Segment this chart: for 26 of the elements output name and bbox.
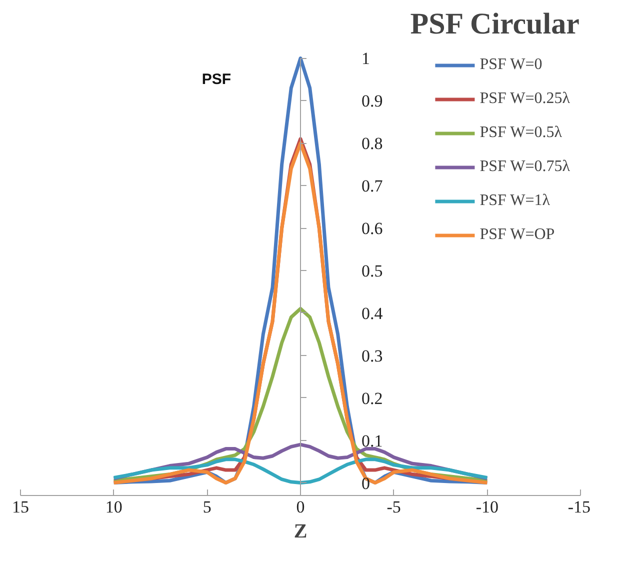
y-tick-label: 0.1 bbox=[362, 431, 383, 450]
x-tick-label: -5 bbox=[386, 498, 401, 516]
chart-title: PSF Circular bbox=[410, 8, 580, 40]
y-tick-label: 0.4 bbox=[362, 304, 384, 323]
x-tick-label: 0 bbox=[296, 498, 305, 516]
x-tick-label: -15 bbox=[568, 498, 591, 516]
y-tick-label: 0.5 bbox=[362, 262, 383, 280]
legend-label: PSF W=0.25λ bbox=[480, 90, 570, 108]
y-tick-label: 0.3 bbox=[362, 346, 383, 366]
x-tick-label: -10 bbox=[476, 498, 499, 516]
y-tick-label: 0.6 bbox=[362, 219, 383, 238]
legend-label: PSF W=0 bbox=[480, 56, 542, 74]
legend-label: PSF W=OP bbox=[480, 226, 555, 244]
x-tick-label: 10 bbox=[105, 498, 122, 516]
y-tick-label: 1 bbox=[362, 49, 370, 68]
x-axis-title: Z bbox=[294, 520, 308, 542]
y-tick-label: 0.8 bbox=[362, 134, 383, 154]
y-tick-label: 0.2 bbox=[362, 388, 383, 408]
x-tick-label: 15 bbox=[12, 498, 29, 516]
legend-label: PSF W=0.75λ bbox=[480, 158, 570, 176]
legend-label: PSF W=0.5λ bbox=[480, 124, 562, 142]
legend-label: PSF W=1λ bbox=[480, 192, 550, 210]
y-tick-label: 0.9 bbox=[362, 92, 383, 111]
y-tick-label: 0.7 bbox=[362, 176, 384, 196]
x-tick-label: 5 bbox=[202, 498, 212, 516]
y-axis-title: PSF bbox=[202, 70, 232, 88]
